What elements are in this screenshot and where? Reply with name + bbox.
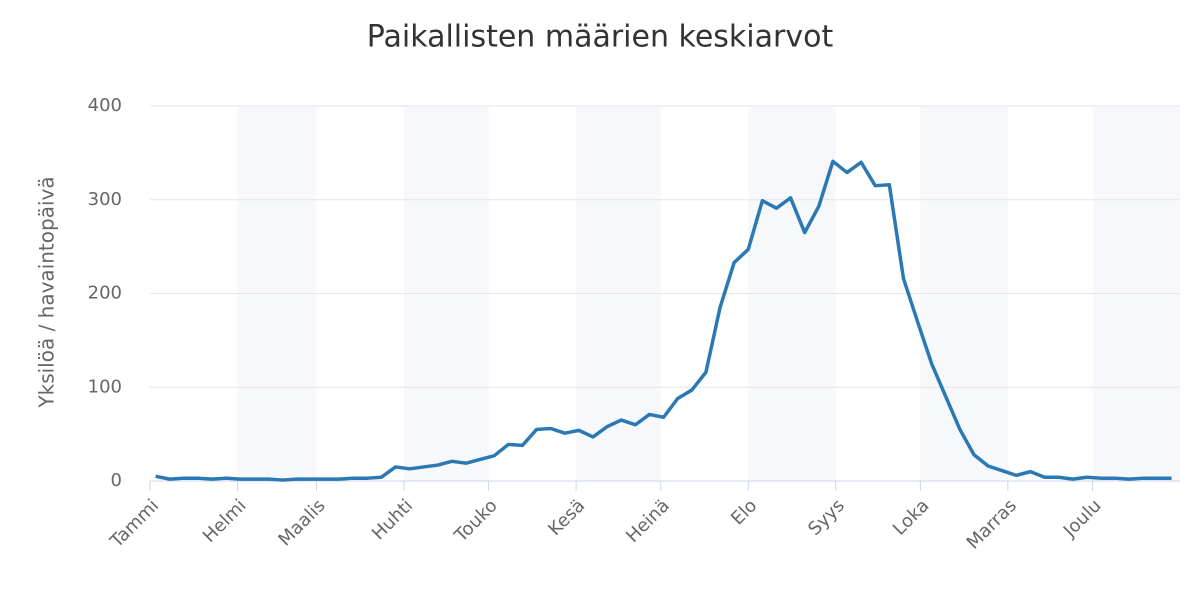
line: [155, 159, 1172, 482]
x-tick-label: Tammi: [106, 495, 163, 552]
x-tick-label: Kesä: [544, 495, 589, 540]
x-tick-label: Elo: [727, 495, 761, 529]
x-tick-label: Loka: [889, 495, 933, 539]
x-tick-label: Touko: [450, 495, 502, 547]
x-tick-label: Huhti: [368, 495, 417, 544]
x-tick-label: Maalis: [274, 495, 329, 550]
y-tick-label: 300: [88, 189, 122, 210]
chart-title: Paikallisten määrien keskiarvot: [367, 20, 834, 55]
x-tick-label: Joulu: [1059, 495, 1106, 542]
y-tick-label: 200: [88, 283, 122, 304]
y-axis-label: Yksilöä / havaintopäivä: [35, 176, 59, 408]
y-tick-label: 400: [88, 95, 122, 116]
x-tick-label: Marras: [963, 495, 1021, 553]
x-tick-label: Syys: [804, 495, 849, 540]
x-tick-label: Heinä: [622, 495, 674, 547]
x-tick-label: Helmi: [199, 495, 251, 547]
y-tick-label: 100: [88, 376, 122, 397]
y-tick-label: 0: [111, 470, 122, 491]
